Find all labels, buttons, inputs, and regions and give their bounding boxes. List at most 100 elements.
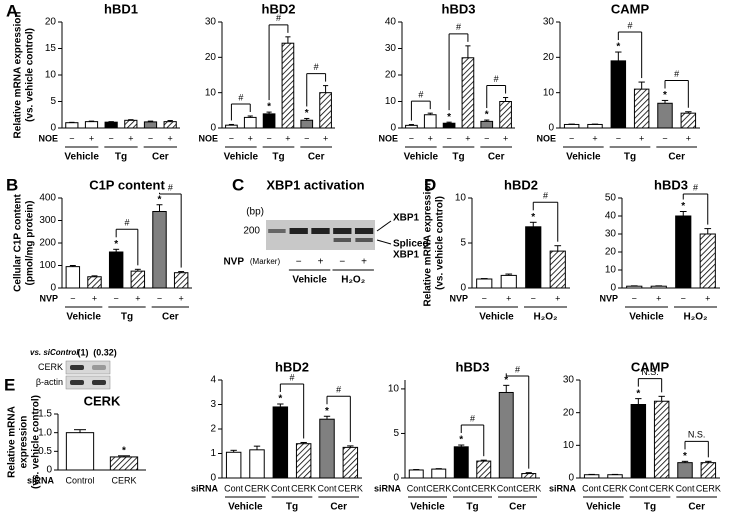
bar (124, 119, 138, 129)
x-tick-label: Cont (452, 483, 472, 493)
bar (650, 285, 667, 289)
bar (461, 57, 475, 129)
ratio-label: (1) (78, 347, 89, 357)
x-tick-label: − (229, 133, 234, 143)
group-label: Cer (152, 152, 169, 163)
y-axis-label: Cellular C1P content (13, 194, 24, 292)
reference-label: vs. siControl (30, 348, 79, 357)
bracket-label: # (168, 182, 173, 192)
y-tick-label: 2 (210, 424, 216, 435)
y-tick-label: 20 (563, 407, 575, 418)
x-tick-label: + (428, 133, 433, 143)
y-tick-label: 0.5 (38, 446, 52, 457)
bar (442, 122, 456, 129)
x-tick-label: + (656, 293, 661, 303)
bar (300, 119, 314, 129)
x-tick-label: − (616, 133, 621, 143)
band-pointer (376, 220, 392, 232)
bar (699, 233, 716, 289)
significance-star: * (459, 435, 463, 446)
y-tick-label: 0 (390, 123, 396, 134)
bar (610, 60, 627, 129)
x-tick-label: Cont (497, 483, 517, 493)
bar (109, 456, 139, 471)
blot-band (70, 365, 84, 370)
y-tick-label: 0 (568, 473, 574, 484)
bar (163, 121, 177, 129)
y-tick-label: 40 (385, 17, 397, 28)
x-tick-label: + (465, 133, 470, 143)
bracket-label: # (418, 90, 423, 100)
y-tick-label: 0 (610, 283, 616, 294)
y-tick-label: 1.5 (38, 409, 52, 420)
significance-star: * (485, 110, 489, 121)
y-tick-label: 10 (455, 193, 467, 204)
chart-title: hBD1 (104, 1, 138, 16)
chart-title: hBD2 (504, 177, 538, 192)
bar (653, 400, 670, 479)
bar (675, 215, 692, 289)
x-tick-label: − (304, 133, 309, 143)
y-axis-label: (vs. vehicle control) (31, 395, 42, 489)
bar (431, 468, 447, 479)
y-tick-label: 10 (385, 96, 397, 107)
x-tick-label: CERK (111, 475, 136, 485)
size-unit: (bp) (246, 207, 264, 218)
bracket-label: # (515, 364, 520, 374)
x-tick-label: − (69, 133, 74, 143)
group-label: H₂O₂ (684, 312, 708, 323)
x-tick-label: − (409, 133, 414, 143)
y-tick-label: 20 (205, 52, 217, 63)
bar (408, 469, 424, 479)
y-axis-label: Relative mRNA (7, 406, 18, 478)
significance-star: * (158, 194, 162, 205)
bar (680, 112, 697, 129)
bracket-label: # (674, 69, 679, 79)
group-label: Vehicle (66, 312, 101, 323)
blot-band (92, 365, 106, 370)
blot-band (92, 380, 106, 385)
row-label: NVP (449, 293, 468, 303)
bracket-label: # (494, 74, 499, 84)
group-label: Vehicle (566, 152, 601, 163)
x-tick-label: Cont (629, 483, 649, 493)
y-axis-label: (vs. vehicle control) (435, 196, 446, 290)
x-tick-label: Cont (675, 483, 695, 493)
x-tick-label: CERK (649, 483, 674, 493)
significance-star: * (636, 388, 640, 399)
y-tick-label: 20 (543, 52, 555, 63)
y-tick-label: 300 (39, 215, 56, 226)
bar (152, 211, 167, 289)
group-label: Tg (624, 152, 636, 163)
bar (295, 443, 312, 479)
bar (525, 226, 542, 289)
bar (498, 391, 514, 479)
y-tick-label: 30 (205, 17, 217, 28)
x-tick-label: + (323, 133, 328, 143)
bar (243, 116, 257, 129)
bar (633, 88, 650, 129)
group-label: Vehicle (228, 502, 263, 513)
chart-title: XBP1 activation (266, 177, 364, 192)
y-axis-label: Relative mRNA expression (423, 180, 434, 307)
y-tick-label: 0 (210, 123, 216, 134)
lane-label: + (361, 257, 367, 268)
x-tick-label: − (632, 293, 637, 303)
x-tick-label: + (592, 133, 597, 143)
group-label: Vehicle (292, 275, 327, 286)
bracket-label: # (238, 92, 243, 102)
group-label: Tg (452, 152, 464, 163)
x-tick-label: CERK (602, 483, 627, 493)
y-tick-label: 1.0 (38, 427, 52, 438)
bar (626, 285, 643, 289)
x-tick-label: − (148, 133, 153, 143)
bar (630, 404, 647, 479)
x-tick-label: − (157, 293, 162, 303)
chart-title: hBD3 (442, 1, 476, 16)
x-tick-label: + (639, 133, 644, 143)
y-tick-label: 4 (210, 375, 216, 386)
row-label: NOE (536, 133, 556, 143)
bar (225, 451, 242, 479)
bar (549, 250, 566, 289)
